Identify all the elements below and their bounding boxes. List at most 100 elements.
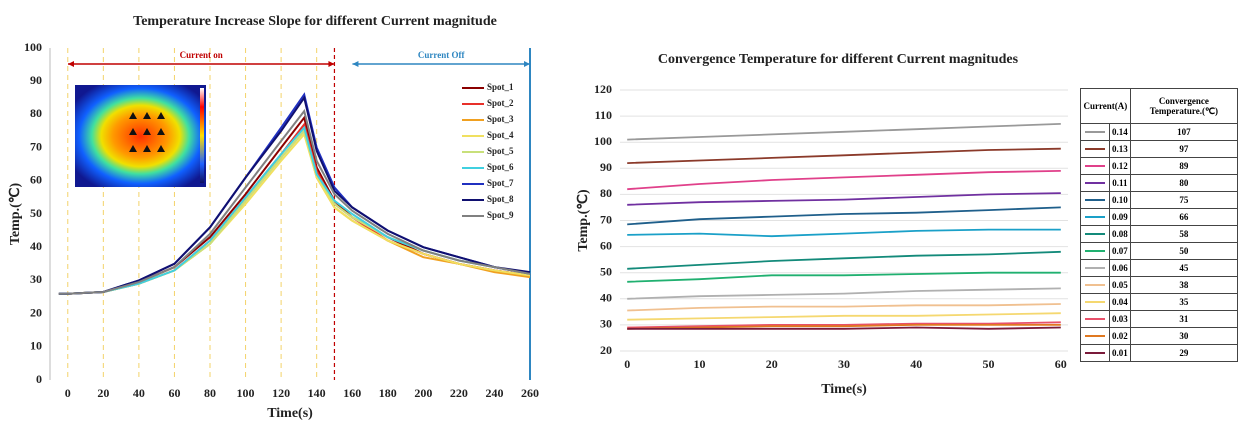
temperature-cell: 30 <box>1129 327 1239 345</box>
x-tick-label: 40 <box>910 357 922 371</box>
series-line <box>627 123 1061 141</box>
table-row: 0.14 107 <box>1080 123 1239 141</box>
table-row: 0.02 30 <box>1080 327 1239 345</box>
swatch-cell <box>1080 123 1110 141</box>
current-cell: 0.12 <box>1109 157 1131 175</box>
chart-right: Convergence Temperature for different Cu… <box>576 52 1068 397</box>
current-cell: 0.10 <box>1109 191 1131 209</box>
chart-title: Temperature Increase Slope for different… <box>133 14 497 29</box>
swatch-cell <box>1080 208 1110 226</box>
x-tick-label: 160 <box>343 386 361 400</box>
x-tick-label: 120 <box>272 386 290 400</box>
x-tick-label: 50 <box>983 357 995 371</box>
swatch <box>1085 335 1105 337</box>
x-tick-label: 60 <box>1055 357 1067 371</box>
temperature-cell: 38 <box>1129 276 1239 294</box>
table-row: 0.05 38 <box>1080 276 1239 294</box>
swatch-cell <box>1080 191 1110 209</box>
temperature-cell: 97 <box>1129 140 1239 158</box>
swatch <box>1085 284 1105 286</box>
temperature-cell: 45 <box>1129 259 1239 277</box>
swatch <box>1085 352 1105 354</box>
swatch-cell <box>1080 225 1110 243</box>
series-line <box>58 95 531 295</box>
swatch <box>1085 301 1105 303</box>
y-tick-label: 50 <box>600 264 612 278</box>
x-tick-label: 30 <box>838 357 850 371</box>
temperature-cell: 80 <box>1129 174 1239 192</box>
series-line <box>627 170 1061 191</box>
heatmap <box>75 85 206 187</box>
y-tick-label: 30 <box>600 317 612 331</box>
x-tick-label: 0 <box>65 386 71 400</box>
swatch <box>1085 233 1105 235</box>
y-tick-label: 60 <box>600 238 612 252</box>
x-tick-label: 40 <box>133 386 145 400</box>
y-tick-label: 120 <box>594 82 612 96</box>
legend-label: Spot_6 <box>487 162 514 172</box>
chart-title: Convergence Temperature for different Cu… <box>658 52 1019 67</box>
swatch <box>1085 182 1105 184</box>
x-tick-label: 240 <box>485 386 503 400</box>
table-header: Current(A) <box>1080 88 1131 124</box>
table-row: 0.12 89 <box>1080 157 1239 175</box>
series-line <box>627 206 1061 226</box>
x-tick-label: 0 <box>624 357 630 371</box>
table-row: 0.13 97 <box>1080 140 1239 158</box>
current-cell: 0.01 <box>1109 344 1131 362</box>
x-tick-label: 100 <box>237 386 255 400</box>
x-tick-label: 140 <box>308 386 326 400</box>
current-cell: 0.05 <box>1109 276 1131 294</box>
swatch-cell <box>1080 344 1110 362</box>
swatch <box>1085 216 1105 218</box>
x-tick-label: 20 <box>97 386 109 400</box>
swatch-cell <box>1080 242 1110 260</box>
y-tick-label: 30 <box>30 272 42 286</box>
temperature-cell: 29 <box>1129 344 1239 362</box>
temperature-cell: 58 <box>1129 225 1239 243</box>
legend-label: Spot_4 <box>487 130 514 140</box>
current-cell: 0.11 <box>1109 174 1131 192</box>
x-axis-label: Time(s) <box>267 406 313 421</box>
series-line <box>627 324 1061 330</box>
current-cell: 0.07 <box>1109 242 1131 260</box>
series-line <box>58 108 531 295</box>
y-tick-label: 90 <box>600 160 612 174</box>
swatch <box>1085 199 1105 201</box>
swatch-cell <box>1080 157 1110 175</box>
annotation-text: Current Off <box>418 50 466 60</box>
y-tick-label: 20 <box>600 343 612 357</box>
legend-label: Spot_8 <box>487 194 514 204</box>
x-tick-label: 80 <box>204 386 216 400</box>
temperature-cell: 107 <box>1129 123 1239 141</box>
swatch-cell <box>1080 293 1110 311</box>
y-tick-label: 110 <box>595 108 612 122</box>
x-tick-label: 200 <box>414 386 432 400</box>
legend-label: Spot_7 <box>487 178 514 188</box>
current-cell: 0.06 <box>1109 259 1131 277</box>
series-line <box>627 271 1061 283</box>
swatch <box>1085 318 1105 320</box>
table-row: 0.10 75 <box>1080 191 1239 209</box>
chart-left: Temperature Increase Slope for different… <box>8 14 539 421</box>
x-tick-label: 260 <box>521 386 539 400</box>
current-cell: 0.13 <box>1109 140 1131 158</box>
swatch-cell <box>1080 276 1110 294</box>
y-tick-label: 50 <box>30 206 42 220</box>
convergence-table: Current(A) Convergence Temperature.(℃) 0… <box>1080 88 1239 362</box>
thermal-inset <box>75 85 206 187</box>
series-line <box>627 312 1061 321</box>
y-tick-label: 0 <box>36 372 42 386</box>
swatch-cell <box>1080 327 1110 345</box>
y-tick-label: 100 <box>594 134 612 148</box>
current-cell: 0.02 <box>1109 327 1131 345</box>
current-cell: 0.08 <box>1109 225 1131 243</box>
temperature-cell: 31 <box>1129 310 1239 328</box>
x-axis-label: Time(s) <box>821 382 867 397</box>
current-cell: 0.04 <box>1109 293 1131 311</box>
table-row: 0.07 50 <box>1080 242 1239 260</box>
legend-label: Spot_9 <box>487 210 514 220</box>
y-tick-label: 70 <box>600 212 612 226</box>
swatch <box>1085 165 1105 167</box>
